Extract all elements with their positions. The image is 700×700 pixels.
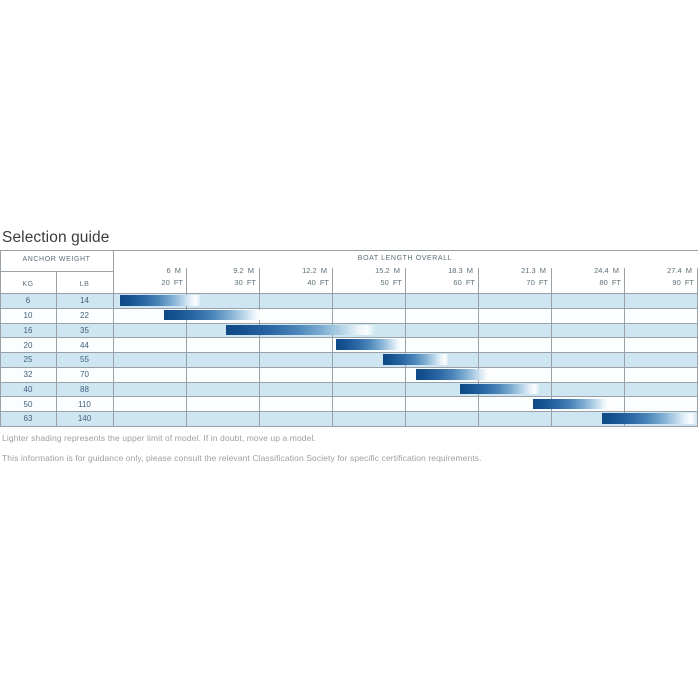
kg-value-cell: 32 xyxy=(23,370,33,380)
axis-tick-m-label: 12.2 M xyxy=(302,266,327,275)
note-guidance: This information is for guidance only, p… xyxy=(2,453,482,463)
kg-value-cell: 50 xyxy=(23,399,33,409)
row-stripe xyxy=(0,366,697,382)
header-bottom-border xyxy=(0,293,698,294)
axis-tick-ft-label: 90 FT xyxy=(672,277,694,287)
range-bar xyxy=(335,339,405,350)
lb-value-cell: 70 xyxy=(80,370,89,380)
kg-value-cell: 25 xyxy=(23,355,33,365)
boat-length-gridline xyxy=(478,268,479,426)
lb-value-cell: 44 xyxy=(80,340,89,350)
boat-length-gridline xyxy=(332,268,333,426)
kg-value-cell: 63 xyxy=(23,414,33,424)
axis-tick-m-label: 9.2 M xyxy=(233,266,254,275)
lb-value-cell: 88 xyxy=(80,384,89,394)
lb-value-cell: 110 xyxy=(78,399,91,409)
range-bar xyxy=(532,398,614,410)
boat-length-gridline xyxy=(405,268,406,426)
row-stripe xyxy=(0,411,697,426)
row-separator xyxy=(0,396,697,398)
range-bar xyxy=(164,309,267,321)
axis-tick-ft-label: 80 FT xyxy=(599,277,621,287)
axis-tick-m-label: 18.3 M xyxy=(448,266,473,275)
row-separator xyxy=(0,366,697,368)
axis-tick-ft-label: 70 FT xyxy=(526,277,548,287)
lb-value-cell: 14 xyxy=(80,296,89,306)
axis-tick-m-label: 24.4 M xyxy=(594,266,619,275)
row-separator xyxy=(0,411,697,413)
row-separator xyxy=(0,352,697,354)
range-bar xyxy=(459,383,541,395)
axis-tick-m-label: 21.3 M xyxy=(521,266,546,275)
axis-tick-ft-label: 50 FT xyxy=(380,277,402,287)
kg-lb-separator xyxy=(56,271,57,426)
lb-column-header: LB xyxy=(79,281,90,288)
lb-value-cell: 35 xyxy=(80,325,89,335)
row-separator xyxy=(0,337,697,339)
axis-tick-ft-label: 60 FT xyxy=(453,277,475,287)
range-bar xyxy=(602,413,697,424)
boat-length-gridline xyxy=(624,268,625,426)
axis-tick-ft-label: 20 FT xyxy=(161,277,183,287)
row-stripe xyxy=(0,352,697,367)
row-separator xyxy=(0,307,697,309)
row-separator xyxy=(0,322,697,324)
page-title: Selection guide xyxy=(2,229,110,246)
kg-value-cell: 40 xyxy=(23,384,33,394)
table-bottom-border xyxy=(0,426,698,427)
boat-length-gridline xyxy=(186,268,187,426)
axis-tick-ft-label: 40 FT xyxy=(307,277,329,287)
range-bar xyxy=(226,324,376,336)
axis-tick-m-label: 15.2 M xyxy=(375,266,400,275)
kg-value-cell: 20 xyxy=(23,340,33,350)
lb-value-cell: 55 xyxy=(80,355,89,365)
axis-tick-m-label: 27.4 M xyxy=(667,266,692,275)
lb-value-cell: 22 xyxy=(80,310,89,320)
kg-value-cell: 10 xyxy=(23,310,33,320)
range-bar xyxy=(383,354,449,365)
lb-value-cell: 140 xyxy=(77,414,92,424)
boat-length-gridline xyxy=(551,268,552,426)
note-lighter-shading: Lighter shading represents the upper lim… xyxy=(2,433,316,443)
axis-tick-ft-label: 30 FT xyxy=(234,277,256,287)
axis-tick-m-label: 6 M xyxy=(166,266,181,275)
row-separator xyxy=(0,381,697,383)
row-stripe xyxy=(0,396,697,412)
anchor-weight-header: ANCHOR WEIGHT xyxy=(22,256,91,263)
boat-length-gridline xyxy=(259,268,260,426)
kg-value-cell: 6 xyxy=(25,296,31,306)
selection-table: ANCHOR WEIGHT BOAT LENGTH OVERALL KG LB … xyxy=(0,250,699,427)
kg-value-cell: 16 xyxy=(23,325,33,335)
boat-length-gridline xyxy=(697,268,698,426)
boat-length-header: BOAT LENGTH OVERALL xyxy=(357,255,453,262)
range-bar xyxy=(415,369,493,380)
range-bar xyxy=(120,295,201,306)
table-top-border xyxy=(0,250,698,251)
kg-column-header: KG xyxy=(22,281,34,288)
